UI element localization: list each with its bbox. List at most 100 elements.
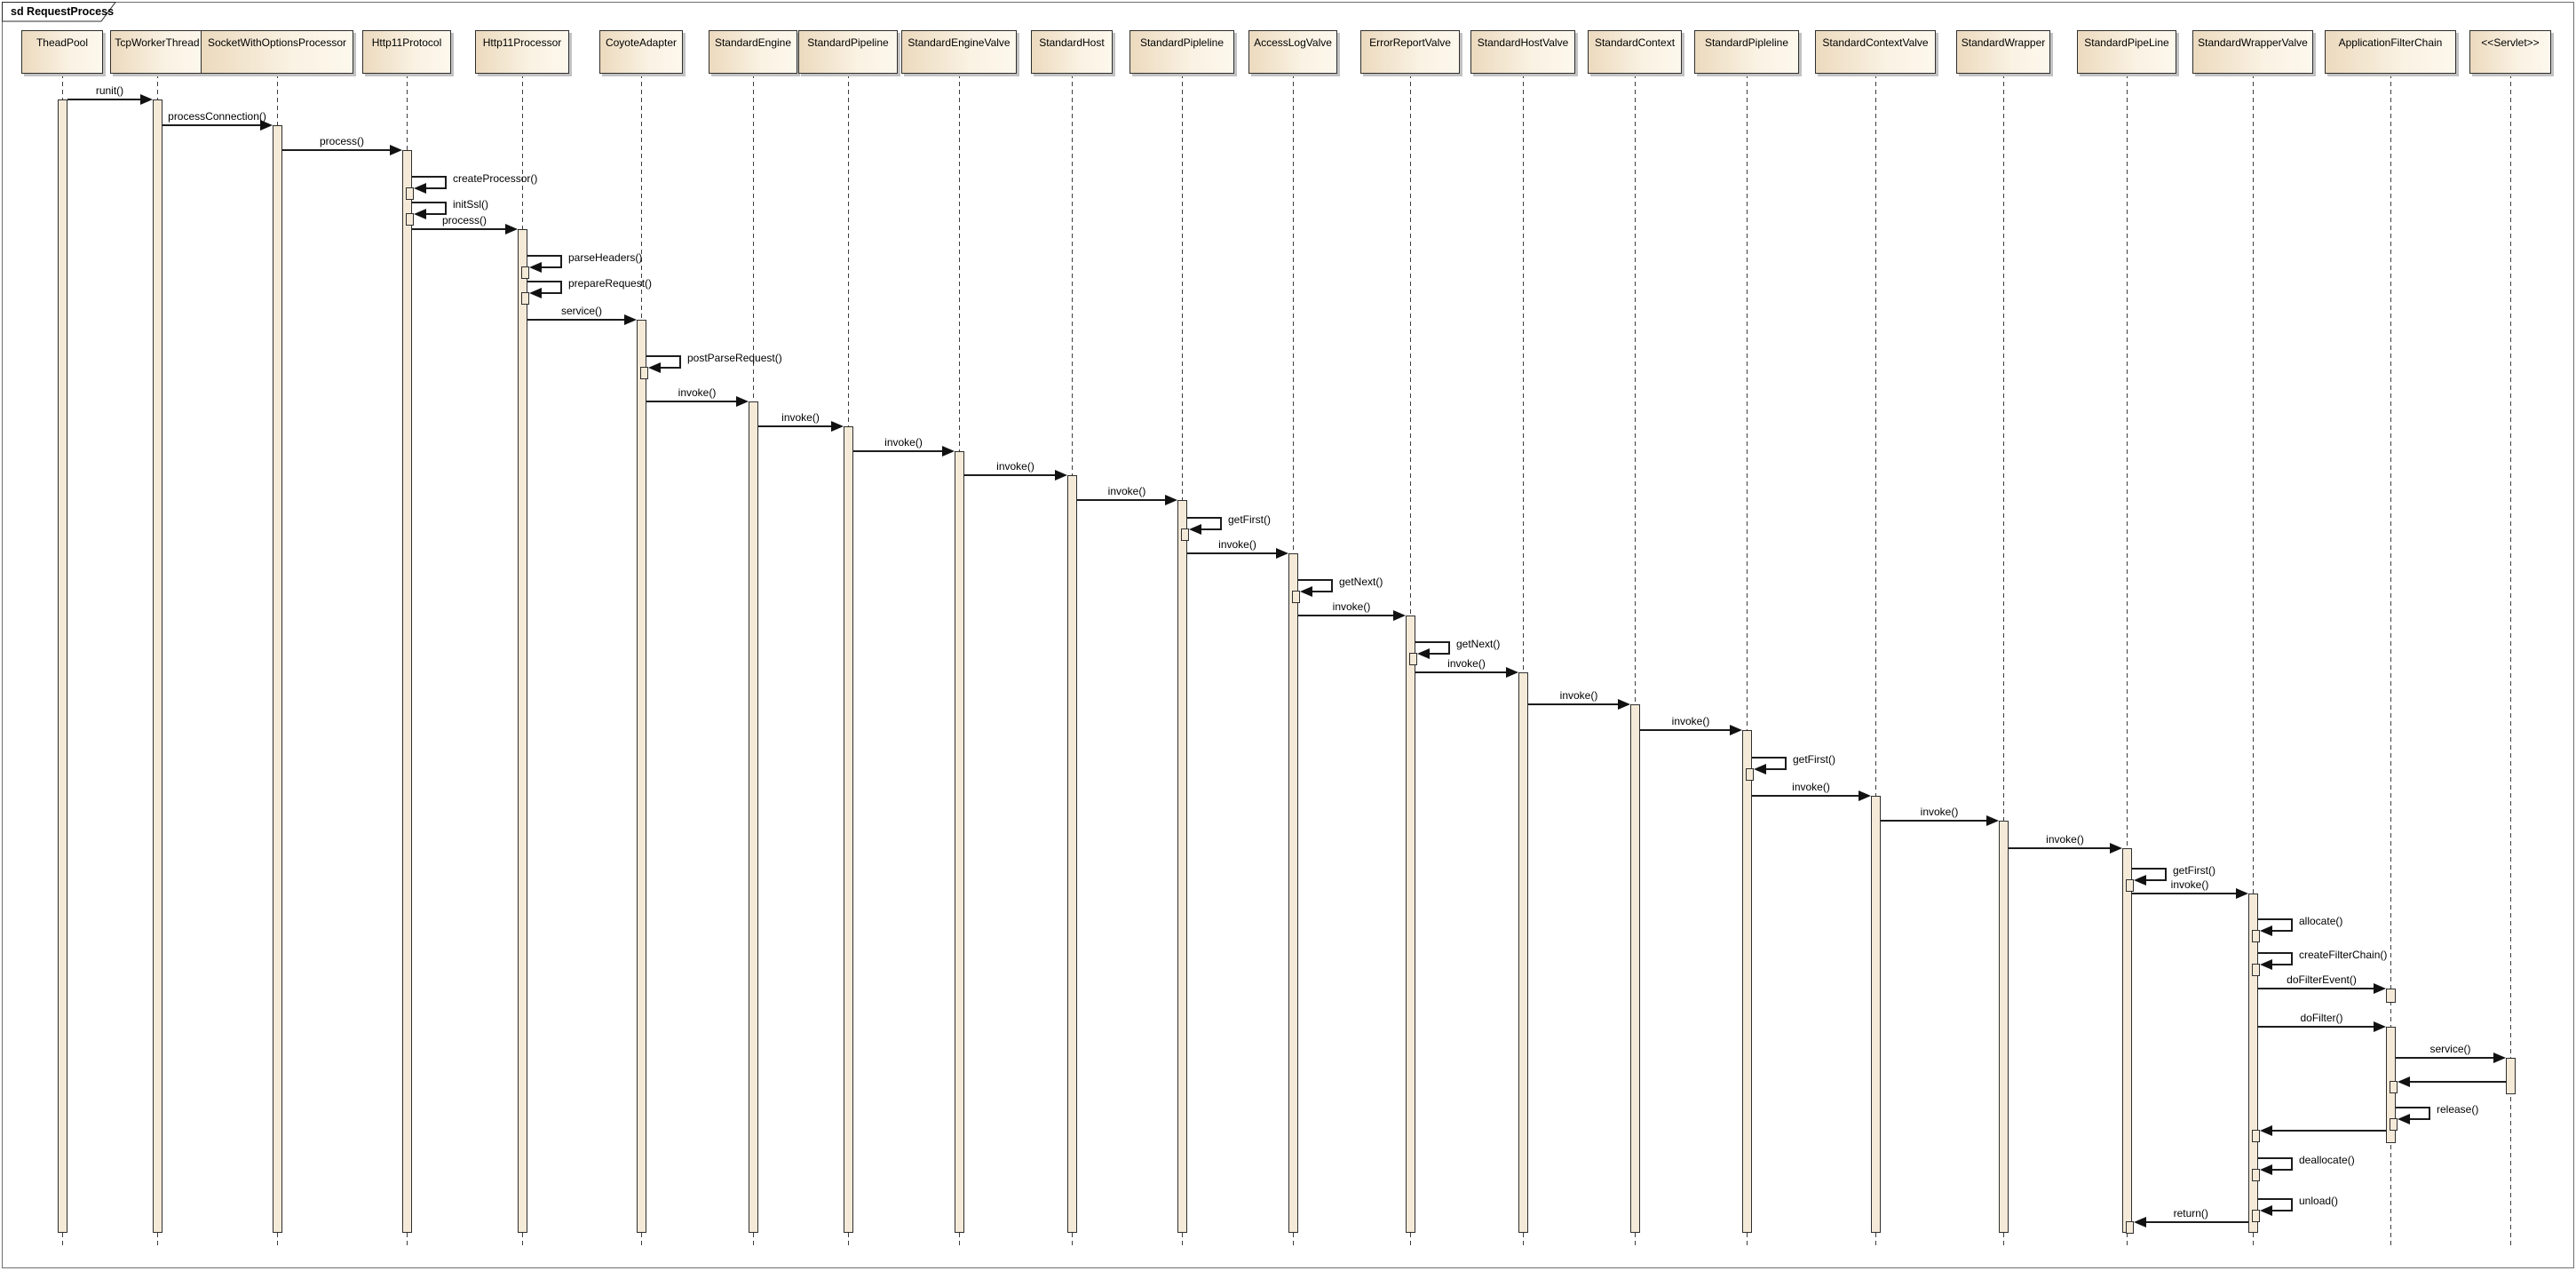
message-label[interactable]: invoke() — [2046, 833, 2084, 846]
lifeline-head-1-tcpworkerthread[interactable]: TcpWorkerThread — [110, 30, 204, 74]
message-label[interactable]: process() — [319, 135, 364, 147]
message-line — [757, 425, 833, 427]
message-label[interactable]: invoke() — [996, 460, 1034, 473]
lifeline-label: StandardContext — [1594, 36, 1676, 49]
self-line-right — [2291, 918, 2293, 932]
self-line-top — [2257, 1198, 2293, 1200]
self-line-bottom — [2408, 1118, 2430, 1120]
lifeline-head-8-standardenginevalve[interactable]: StandardEngineValve — [901, 30, 1017, 74]
nested-activation — [2126, 1221, 2134, 1234]
message-label[interactable]: getFirst() — [1793, 753, 1835, 766]
lifeline-head-20-applicationfilterchain[interactable]: ApplicationFilterChain — [2325, 30, 2456, 74]
lifeline-label: StandardPipeline — [807, 36, 889, 49]
lifeline-head-17-standardwrapper[interactable]: StandardWrapper — [1956, 30, 2050, 74]
message-label[interactable]: invoke() — [1559, 689, 1598, 702]
message-label[interactable]: parseHeaders() — [568, 251, 643, 264]
lifeline-head-4-http11processor[interactable]: Http11Processor — [475, 30, 569, 74]
message-label[interactable]: release() — [2437, 1103, 2479, 1116]
message-label[interactable]: invoke() — [1107, 485, 1146, 497]
message-label[interactable]: createFilterChain() — [2299, 949, 2388, 961]
activation-bar — [517, 229, 527, 1233]
lifeline-head-12-errorreportvalve[interactable]: ErrorReportValve — [1360, 30, 1460, 74]
lifeline-head-9-standardhost[interactable]: StandardHost — [1031, 30, 1113, 74]
lifeline-label: StandardEngineValve — [908, 36, 1011, 49]
nested-activation — [2252, 930, 2260, 942]
self-line-right — [1785, 757, 1787, 770]
message-label[interactable]: invoke() — [1332, 600, 1371, 613]
lifeline-head-19-standardwrappervalve[interactable]: StandardWrapperValve — [2192, 30, 2313, 74]
lifeline-label: StandardContextValve — [1822, 36, 1929, 49]
lifeline-head-14-standardcontext[interactable]: StandardContext — [1588, 30, 1682, 74]
lifeline-label: StandardPipeLine — [2084, 36, 2169, 49]
message-label[interactable]: initSsl() — [453, 198, 489, 211]
arrowhead-right — [1054, 470, 1067, 481]
message-label[interactable]: getFirst() — [2173, 864, 2215, 877]
message-label[interactable]: getNext() — [1339, 576, 1383, 588]
message-line — [2257, 1026, 2375, 1028]
activation-bar — [1288, 553, 1298, 1233]
message-label[interactable]: deallocate() — [2299, 1154, 2355, 1166]
message-label[interactable]: getFirst() — [1228, 513, 1271, 526]
message-label[interactable]: invoke() — [1920, 806, 1959, 818]
message-label[interactable]: unload() — [2299, 1195, 2339, 1207]
message-label[interactable]: invoke() — [2170, 878, 2209, 891]
self-line-right — [679, 355, 681, 369]
activation-bar — [2247, 894, 2258, 1233]
self-line-bottom — [424, 187, 447, 189]
message-label[interactable]: invoke() — [1218, 538, 1256, 551]
arrowhead-left — [2260, 1205, 2272, 1216]
message-line — [1076, 499, 1167, 501]
message-label[interactable]: invoke() — [1671, 715, 1710, 727]
arrowhead-left — [414, 209, 426, 219]
message-label[interactable]: doFilter() — [2300, 1012, 2343, 1024]
message-label[interactable]: process() — [441, 214, 487, 226]
message-label[interactable]: return() — [2173, 1207, 2208, 1219]
lifeline-head-10-standardpipleline[interactable]: StandardPipleline — [1129, 30, 1234, 74]
nested-activation — [2252, 964, 2260, 976]
activation-bar — [1066, 475, 1077, 1233]
message-label[interactable]: runit() — [95, 84, 124, 97]
message-label[interactable]: invoke() — [884, 436, 923, 449]
lifeline-head-18-standardpipeline[interactable]: StandardPipeLine — [2077, 30, 2176, 74]
lifeline-line — [2126, 74, 2128, 1248]
message-label[interactable]: getNext() — [1456, 638, 1501, 650]
lifeline-head-6-standardengine[interactable]: StandardEngine — [709, 30, 797, 74]
lifeline-line — [2509, 74, 2511, 1248]
lifeline-head-13-standardhostvalve[interactable]: StandardHostValve — [1470, 30, 1575, 74]
lifeline-head-15-standardpipleline[interactable]: StandardPipleline — [1694, 30, 1799, 74]
message-label[interactable]: prepareRequest() — [568, 277, 653, 290]
lifeline-head-2-socketwithoptionsprocessor[interactable]: SocketWithOptionsProcessor — [201, 30, 353, 74]
arrowhead-right — [389, 145, 402, 155]
message-label[interactable]: invoke() — [678, 386, 717, 399]
lifeline-head-5-coyoteadapter[interactable]: CoyoteAdapter — [599, 30, 683, 74]
arrowhead-right — [1505, 667, 1518, 678]
lifeline-head-16-standardcontextvalve[interactable]: StandardContextValve — [1815, 30, 1936, 74]
frame-title-tab — [2, 2, 116, 22]
self-line-right — [445, 176, 447, 189]
lifeline-head-21-servlet[interactable]: <<Servlet>> — [2469, 30, 2551, 74]
activation-bar — [2505, 1058, 2516, 1094]
message-label[interactable]: processConnection() — [168, 110, 266, 123]
message-line — [162, 124, 262, 126]
message-label[interactable]: postParseRequest() — [687, 352, 782, 364]
message-label[interactable]: service() — [2429, 1043, 2471, 1055]
lifeline-head-0-theadpool[interactable]: TheadPool — [21, 30, 103, 74]
nested-activation — [2252, 1210, 2260, 1222]
lifeline-head-3-http11protocol[interactable]: Http11Protocol — [362, 30, 451, 74]
message-label[interactable]: createProcessor() — [453, 172, 538, 185]
lifeline-head-11-accesslogvalve[interactable]: AccessLogValve — [1248, 30, 1337, 74]
message-label[interactable]: invoke() — [781, 411, 820, 424]
self-line-top — [2395, 1107, 2430, 1108]
lifeline-label: StandardHostValve — [1477, 36, 1569, 49]
arrowhead-left — [1300, 586, 1312, 597]
message-line — [2257, 988, 2375, 989]
lifeline-head-7-standardpipeline[interactable]: StandardPipeline — [798, 30, 898, 74]
message-label[interactable]: invoke() — [1447, 657, 1486, 670]
message-label[interactable]: allocate() — [2299, 915, 2343, 927]
arrowhead-left — [1189, 524, 1201, 535]
activation-bar — [1177, 500, 1187, 1233]
lifeline-label: StandardWrapperValve — [2198, 36, 2308, 49]
message-label[interactable]: service() — [560, 305, 602, 317]
message-label[interactable]: invoke() — [1792, 781, 1830, 793]
message-label[interactable]: doFilterEvent() — [2287, 973, 2357, 986]
